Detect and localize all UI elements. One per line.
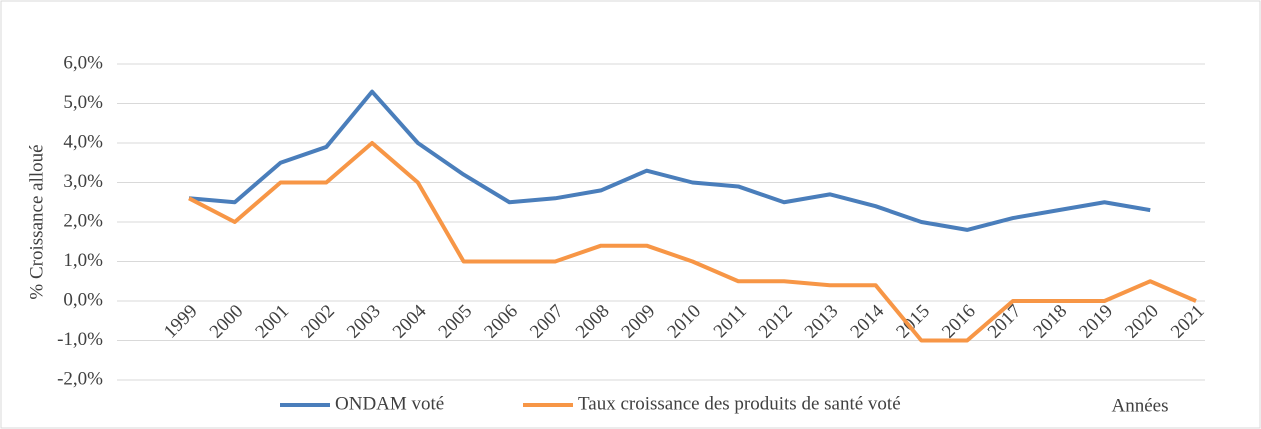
legend-label: Taux croissance des produits de santé vo… (578, 393, 901, 414)
y-tick-label: 4,0% (63, 131, 103, 152)
x-axis-title: Années (1112, 395, 1169, 416)
y-tick-label: -1,0% (57, 329, 103, 350)
y-tick-label: 5,0% (63, 92, 103, 113)
y-axis-title: % Croissance alloué (26, 144, 47, 299)
y-tick-label: -2,0% (57, 368, 103, 389)
y-tick-label: 2,0% (63, 210, 103, 231)
series-line (188, 141, 1197, 343)
y-tick-label: 3,0% (63, 171, 103, 192)
y-tick-label: 0,0% (63, 289, 103, 310)
y-tick-label: 6,0% (63, 52, 103, 73)
series-line (188, 89, 1151, 232)
legend-label: ONDAM voté (335, 393, 444, 414)
y-tick-label: 1,0% (63, 250, 103, 271)
